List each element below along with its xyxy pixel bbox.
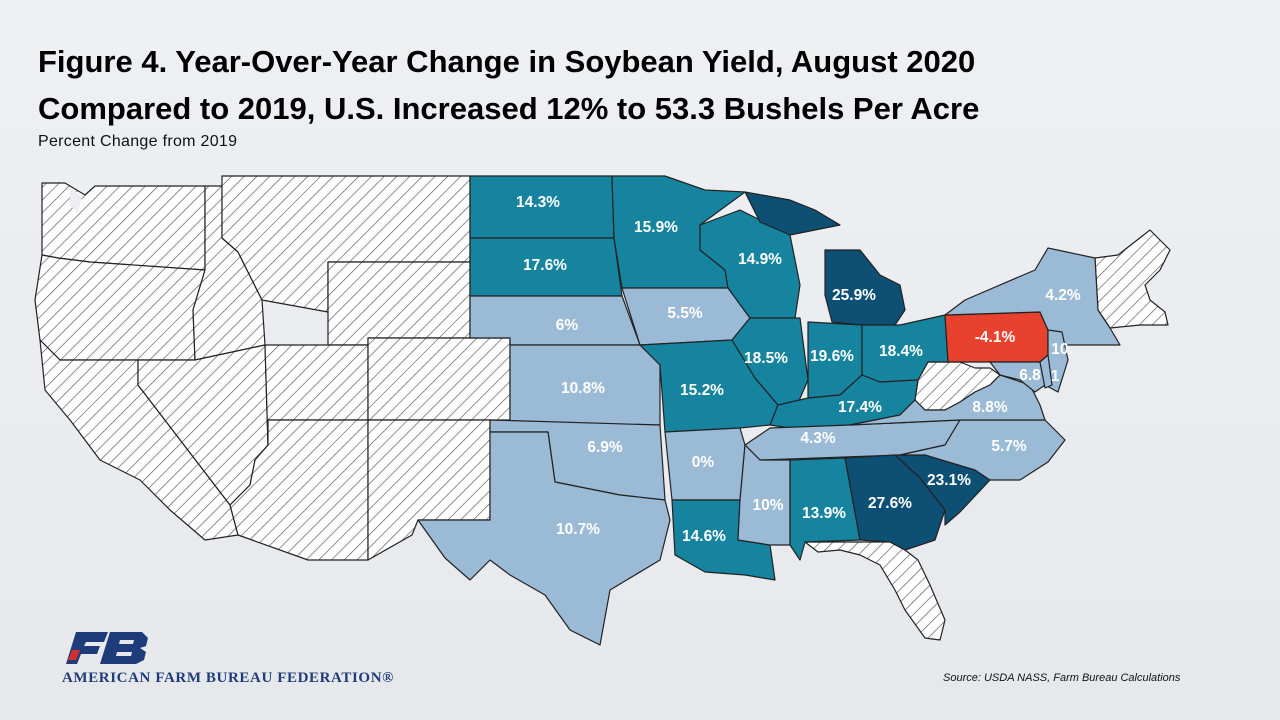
label-ny: 4.2% (1045, 287, 1081, 304)
label-oh: 18.4% (879, 343, 923, 360)
chart-subtitle: Percent Change from 2019 (38, 133, 238, 150)
label-ok: 6.9% (587, 439, 623, 456)
label-va: 8.8% (972, 399, 1008, 416)
state-mi-upper (744, 191, 841, 236)
label-pa: -4.1% (975, 329, 1016, 346)
state-labels: 14.3% 15.9% 17.6% 14.9% 25.9% 4.2% 6% 5.… (516, 194, 1081, 545)
label-ky: 17.4% (838, 399, 882, 416)
title-line-2: Compared to 2019, U.S. Increased 12% to … (38, 91, 980, 126)
label-al: 13.9% (802, 505, 846, 522)
label-nc: 5.7% (991, 438, 1027, 455)
source-note: Source: USDA NASS, Farm Bureau Calculati… (943, 672, 1181, 684)
farm-bureau-logo (66, 632, 148, 664)
title-line-1: Figure 4. Year-Over-Year Change in Soybe… (38, 44, 976, 79)
state-ny (944, 247, 1121, 346)
state-de (1039, 354, 1053, 389)
label-la: 14.6% (682, 528, 726, 545)
organization-name: AMERICAN FARM BUREAU FEDERATION® (62, 670, 394, 686)
state-nc (899, 419, 1066, 481)
state-new-england (1094, 229, 1171, 329)
state-mi (824, 249, 906, 326)
label-tx: 10.7% (556, 521, 600, 538)
label-ia: 5.5% (667, 305, 703, 322)
state-ms (737, 444, 791, 546)
puget-sound (70, 188, 82, 212)
state-ks (509, 344, 661, 426)
label-mn: 15.9% (634, 219, 678, 236)
label-nj: 10. (1051, 341, 1073, 358)
label-nd: 14.3% (516, 194, 560, 211)
label-mi: 25.9% (832, 287, 876, 304)
state-va (849, 374, 1046, 426)
label-ar: 0% (692, 454, 715, 471)
label-sd: 17.6% (523, 257, 567, 274)
label-de: 1 (1051, 368, 1060, 385)
label-mo: 15.2% (680, 382, 724, 399)
label-ks: 10.8% (561, 380, 605, 397)
label-in: 19.6% (810, 348, 854, 365)
label-wi: 14.9% (738, 251, 782, 268)
label-sc: 23.1% (927, 472, 971, 489)
label-ms: 10% (752, 497, 783, 514)
us-map: 14.3% 15.9% 17.6% 14.9% 25.9% 4.2% 6% 5.… (34, 175, 1171, 646)
state-tx (417, 431, 671, 646)
state-wa (41, 182, 206, 271)
label-ga: 27.6% (868, 495, 912, 512)
label-tn: 4.3% (800, 430, 836, 447)
state-fl (804, 541, 946, 641)
state-co (367, 337, 511, 421)
label-md: 6.8 (1019, 367, 1041, 384)
state-wy (327, 261, 471, 346)
state-or (34, 254, 206, 361)
label-il: 18.5% (744, 350, 788, 367)
label-ne: 6% (556, 317, 579, 334)
chart-title: Figure 4. Year-Over-Year Change in Soybe… (38, 38, 1258, 132)
